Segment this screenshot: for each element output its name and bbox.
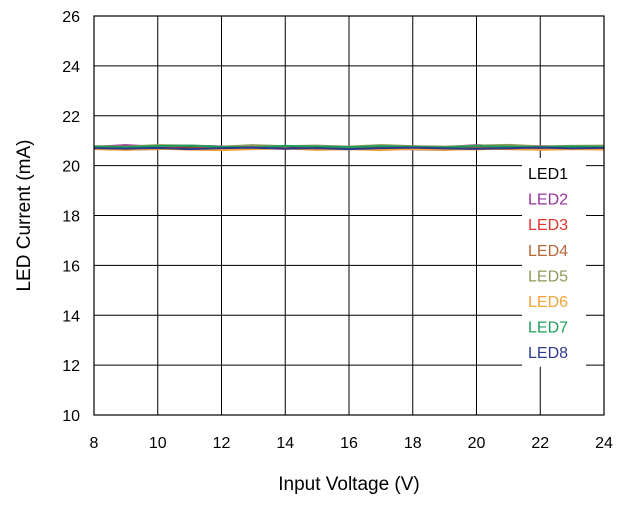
legend-entry-led3: LED3 (528, 217, 568, 234)
x-tick-label-2: 12 (213, 435, 231, 452)
legend-entry-led2: LED2 (528, 192, 568, 209)
y-tick-label-8: 26 (62, 9, 80, 26)
y-tick-label-1: 12 (62, 358, 80, 375)
legend-entry-led7: LED7 (528, 320, 568, 337)
plot-area-border (93, 15, 605, 416)
legend-entry-led4: LED4 (528, 243, 568, 260)
y-tick-label-4: 18 (62, 209, 80, 226)
y-tick-label-2: 14 (62, 308, 80, 325)
y-tick-label-6: 22 (62, 109, 80, 126)
legend-entry-led5: LED5 (528, 268, 568, 285)
legend-box (522, 158, 586, 367)
y-tick-label-7: 24 (62, 59, 80, 76)
x-tick-labels: 8 10 12 14 16 18 20 22 24 (90, 435, 613, 452)
x-tick-label-5: 18 (404, 435, 422, 452)
y-axis-label: LED Current (mA) (14, 139, 35, 291)
x-tick-label-3: 14 (276, 435, 294, 452)
legend-entry-led6: LED6 (528, 294, 568, 311)
gridlines (94, 16, 604, 415)
series-line-led7 (93, 144, 605, 149)
x-tick-label-8: 24 (595, 435, 613, 452)
series-lines (93, 143, 605, 152)
legend: LED1 LED2 LED3 LED4 LED5 LED6 LED7 LED8 (522, 158, 586, 367)
x-tick-label-7: 22 (531, 435, 549, 452)
series-line-led8 (93, 146, 605, 151)
x-axis-label: Input Voltage (V) (278, 474, 420, 495)
legend-entry-led8: LED8 (528, 345, 568, 362)
x-tick-label-0: 8 (90, 435, 99, 452)
y-tick-label-3: 16 (62, 258, 80, 275)
legend-entry-led1: LED1 (528, 166, 568, 183)
y-tick-labels: 10 12 14 16 18 20 22 24 26 (62, 9, 80, 425)
x-tick-label-6: 20 (468, 435, 486, 452)
x-tick-label-4: 16 (340, 435, 358, 452)
y-tick-label-0: 10 (62, 408, 80, 425)
y-tick-label-5: 20 (62, 159, 80, 176)
x-tick-label-1: 10 (149, 435, 167, 452)
